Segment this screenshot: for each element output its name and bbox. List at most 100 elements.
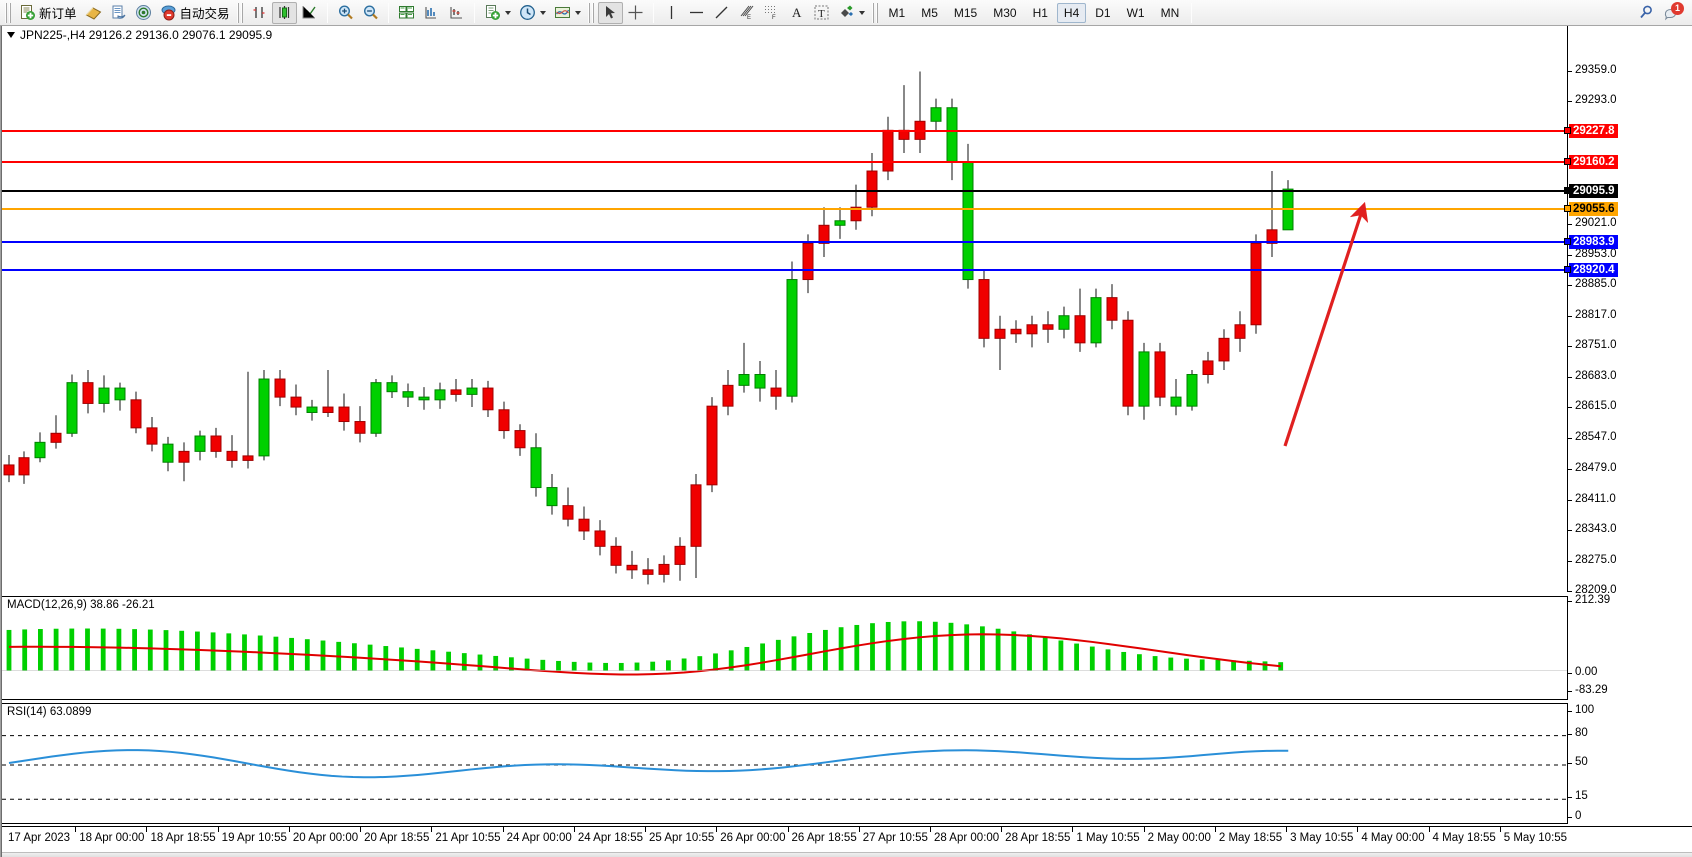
macd-scale[interactable]: 212.39 0.00 -83.29	[1567, 594, 1692, 700]
line-chart-button[interactable]	[297, 2, 322, 24]
shapes-icon	[838, 4, 855, 21]
time-scale[interactable]: 17 Apr 2023 18 Apr 00:00 18 Apr 18:55 19 Ap…	[2, 826, 1692, 851]
toolbar-separator-5	[1191, 2, 1193, 23]
toolbar-grip-4[interactable]	[871, 2, 879, 23]
timeframe-m5[interactable]: M5	[921, 5, 938, 20]
timeframe-m30[interactable]: M30	[993, 5, 1017, 20]
toolbar-grip-2[interactable]	[236, 2, 244, 23]
zoom-in-button[interactable]	[333, 2, 358, 24]
timeframe-h1[interactable]: H1	[1032, 5, 1048, 20]
level-line-support-1[interactable]	[2, 240, 1567, 243]
level-handle-ask-line[interactable]	[1564, 205, 1571, 213]
level-line-resistance-2[interactable]	[2, 130, 1567, 133]
templates-icon	[554, 4, 571, 21]
chevron-down-icon-3[interactable]	[574, 10, 581, 15]
trendline-button[interactable]	[709, 2, 734, 24]
svg-text:E: E	[747, 15, 751, 21]
terminal-button[interactable]	[106, 2, 131, 24]
chat-button[interactable]: 1	[1659, 1, 1684, 24]
level-handle-support-2[interactable]	[1564, 266, 1571, 274]
data-window-button[interactable]	[419, 2, 444, 24]
level-handle-resistance-2[interactable]	[1564, 127, 1571, 135]
price-pane[interactable]	[2, 26, 1567, 592]
chevron-down-icon[interactable]	[504, 10, 511, 15]
time-tick	[431, 827, 433, 832]
level-handle-support-1[interactable]	[1564, 237, 1571, 245]
price-label-resistance-1[interactable]: 29160.2	[1569, 154, 1618, 169]
timeframe-m1[interactable]: M1	[888, 5, 906, 20]
search-icon	[1638, 4, 1655, 21]
periods-button[interactable]	[515, 2, 550, 24]
rsi-pane[interactable]: RSI(14) 63.0899	[2, 703, 1567, 824]
signals-button[interactable]	[131, 2, 156, 24]
text-label-button[interactable]: T	[809, 2, 834, 24]
book-button[interactable]	[81, 2, 106, 24]
candlestick-chart-button[interactable]	[271, 1, 297, 24]
horizontal-line-button[interactable]	[684, 2, 709, 24]
time-tick	[288, 827, 290, 832]
chevron-down-icon-2[interactable]	[539, 10, 546, 15]
time-tick	[1428, 827, 1430, 832]
price-label-resistance-2[interactable]: 29227.8	[1569, 124, 1618, 139]
toolbar-separator-2	[387, 2, 389, 23]
chart-title: JPN225-,H4 29126.2 29136.0 29076.1 29095…	[20, 28, 273, 42]
cursor-icon	[602, 4, 619, 21]
time-label: 18 Apr 00:00	[79, 832, 145, 844]
bar-chart-icon	[251, 4, 268, 21]
level-line-ask-line[interactable]	[2, 208, 1567, 211]
bar-chart-button[interactable]	[247, 2, 272, 24]
level-line-support-2[interactable]	[2, 269, 1567, 272]
autotrading-label: 自动交易	[179, 7, 230, 21]
channel-button[interactable]: F	[759, 2, 784, 24]
fibonacci-button[interactable]: E	[734, 2, 759, 24]
cursor-button[interactable]	[597, 1, 623, 24]
chevron-down-icon-4[interactable]	[858, 10, 865, 15]
price-label-last-price[interactable]: 29095.9	[1569, 183, 1618, 198]
autotrading-button[interactable]: 自动交易	[156, 2, 234, 24]
price-scale[interactable]: 29359.0 29293.0 29021.0 28953.0 28885.0 28817…	[1564, 26, 1692, 596]
level-handle-last-price[interactable]	[1564, 186, 1571, 194]
toolbar-grip-3[interactable]	[587, 2, 595, 23]
channel-icon: F	[763, 4, 780, 21]
level-line-last-price[interactable]	[2, 189, 1567, 192]
timeframe-m15[interactable]: M15	[953, 5, 978, 20]
price-label-support-2[interactable]: 28920.4	[1569, 263, 1618, 278]
crosshair-button[interactable]	[623, 2, 648, 24]
chart-window[interactable]: JPN225-,H4 29126.2 29136.0 29076.1 29095…	[0, 26, 1692, 857]
new-order-button[interactable]: 新订单	[15, 2, 81, 24]
toolbar-grip[interactable]	[5, 2, 12, 23]
vertical-line-button[interactable]	[659, 2, 684, 24]
chart-plot-area[interactable]: MACD(12,26,9) 38.86 -26.21 RSI(14) 63.08…	[2, 26, 1567, 857]
level-handle-resistance-1[interactable]	[1564, 157, 1571, 165]
timeframe-d1[interactable]: D1	[1095, 5, 1111, 20]
level-line-resistance-1[interactable]	[2, 160, 1567, 163]
indicators-button[interactable]	[444, 2, 469, 24]
price-label-support-1[interactable]: 28983.9	[1569, 234, 1618, 249]
periods-icon	[519, 4, 536, 21]
chevron-down-icon-chart[interactable]	[7, 32, 15, 38]
time-tick	[1499, 827, 1501, 832]
time-label: 4 May 00:00	[1361, 832, 1425, 844]
add-indicator-button[interactable]	[480, 2, 515, 24]
macd-pane[interactable]: MACD(12,26,9) 38.86 -26.21	[2, 596, 1567, 700]
text-button[interactable]: A	[784, 2, 809, 24]
timeframe-h4[interactable]: H4	[1056, 2, 1087, 23]
tile-windows-button[interactable]	[394, 2, 419, 24]
time-tick	[645, 827, 647, 832]
toolbar-separator-4	[652, 2, 654, 23]
rsi-scale[interactable]: 100 80 50 15 0	[1567, 703, 1692, 824]
horizontal-line-icon	[688, 4, 705, 21]
timeframe-w1[interactable]: W1	[1126, 5, 1145, 20]
price-label-ask-line[interactable]: 29055.6	[1569, 202, 1618, 217]
timeframe-group: M1 M5 M15 M30 H1 H4 D1 W1 MN	[882, 2, 1187, 23]
templates-button[interactable]	[550, 2, 585, 24]
time-label: 25 Apr 10:55	[649, 832, 715, 844]
search-button[interactable]	[1634, 2, 1659, 24]
shapes-button[interactable]	[834, 2, 869, 24]
zoom-out-button[interactable]	[358, 2, 383, 24]
indicators-icon	[448, 4, 465, 21]
timeframe-mn[interactable]: MN	[1160, 5, 1180, 20]
time-tick	[502, 827, 504, 832]
time-label: 2 May 18:55	[1218, 832, 1283, 844]
